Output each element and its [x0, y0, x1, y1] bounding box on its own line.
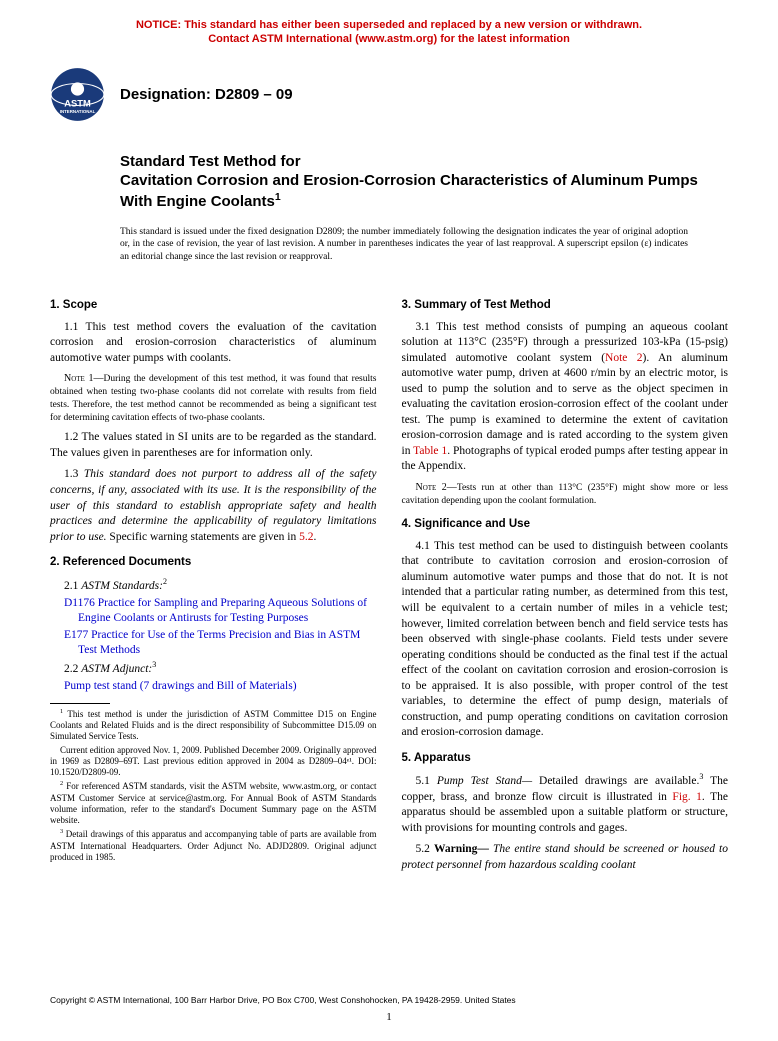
para-3-1: 3.1 This test method consists of pumping… [402, 320, 729, 475]
p31e: . Photographs of typical eroded pumps af… [402, 445, 728, 473]
note-1-label: Note 1— [64, 373, 103, 384]
ref-pump-stand[interactable]: Pump test stand (7 drawings and Bill of … [64, 679, 377, 695]
fn3t: Detail drawings of this apparatus and ac… [50, 829, 377, 862]
footnote-1: 1 This test method is under the jurisdic… [50, 708, 377, 743]
ref1a: D1176 [64, 597, 95, 609]
xref-fig1[interactable]: Fig. 1 [672, 791, 702, 803]
title-main-text: Cavitation Corrosion and Erosion-Corrosi… [120, 172, 698, 210]
para-5-1: 5.1 Pump Test Stand— Detailed drawings a… [402, 772, 729, 836]
xref-note2[interactable]: Note 2 [605, 352, 642, 364]
note-2: Note 2—Tests run at other than 113°C (23… [402, 481, 729, 508]
copyright: Copyright © ASTM International, 100 Barr… [50, 995, 728, 1005]
svg-text:ASTM: ASTM [64, 98, 91, 108]
para-4-1: 4.1 This test method can be used to dist… [402, 539, 729, 741]
title-main: Cavitation Corrosion and Erosion-Corrosi… [120, 171, 728, 211]
ref1b: Practice for Sampling and Preparing Aque… [78, 597, 367, 625]
header: ASTM INTERNATIONAL Designation: D2809 – … [50, 67, 728, 122]
para-5-2: 5.2 Warning— The entire stand should be … [402, 842, 729, 873]
designation: Designation: D2809 – 09 [120, 86, 293, 103]
s22i: ASTM Adjunct: [81, 663, 152, 675]
s21sup: 2 [163, 577, 167, 586]
page-number: 1 [50, 1011, 728, 1023]
ref2a: E177 [64, 629, 88, 641]
footer: Copyright © ASTM International, 100 Barr… [50, 995, 728, 1023]
p31c: ). An aluminum automotive water pump, dr… [402, 352, 729, 457]
notice-line1: NOTICE: This standard has either been su… [136, 19, 642, 31]
ref2b: Practice for Use of the Terms Precision … [78, 629, 360, 657]
para-1-3: 1.3 This standard does not purport to ad… [50, 467, 377, 545]
p51b: Pump Test Stand— [437, 775, 539, 787]
p52a: 5.2 [416, 843, 434, 855]
title-block: Standard Test Method for Cavitation Corr… [120, 152, 728, 212]
s21a: 2.1 [64, 579, 81, 591]
title-sup: 1 [275, 191, 281, 203]
sub-2-2: 2.2 ASTM Adjunct:3 [50, 660, 377, 677]
p13a: 1.3 [64, 468, 84, 480]
fn2t: For referenced ASTM standards, visit the… [50, 781, 377, 825]
astm-logo: ASTM INTERNATIONAL [50, 67, 105, 122]
footnote-1b: Current edition approved Nov. 1, 2009. P… [50, 745, 377, 779]
section-1-head: 1. Scope [50, 298, 377, 314]
note-1: Note 1—During the development of this te… [50, 372, 377, 424]
xref-table1[interactable]: Table 1 [413, 445, 447, 457]
footnote-3: 3 Detail drawings of this apparatus and … [50, 828, 377, 863]
p51a: 5.1 [416, 775, 437, 787]
s21i: ASTM Standards: [81, 579, 163, 591]
section-2-head: 2. Referenced Documents [50, 555, 377, 571]
p13c: Specific warning statements are given in [107, 531, 300, 543]
s22a: 2.2 [64, 663, 81, 675]
issuance-note: This standard is issued under the fixed … [120, 226, 688, 263]
sub-2-1: 2.1 ASTM Standards:2 [50, 577, 377, 594]
svg-text:INTERNATIONAL: INTERNATIONAL [60, 109, 96, 114]
section-3-head: 3. Summary of Test Method [402, 298, 729, 314]
footnote-2: 2 For referenced ASTM standards, visit t… [50, 780, 377, 826]
fn1t: This test method is under the jurisdicti… [50, 709, 377, 742]
ref-e177[interactable]: E177 Practice for Use of the Terms Preci… [64, 628, 377, 659]
notice-banner: NOTICE: This standard has either been su… [50, 18, 728, 47]
footnote-rule [50, 703, 110, 704]
p13e: . [314, 531, 317, 543]
right-column: 3. Summary of Test Method 3.1 This test … [402, 288, 729, 879]
title-lead: Standard Test Method for [120, 152, 728, 172]
section-5-head: 5. Apparatus [402, 751, 729, 767]
p51c: Detailed drawings are available. [539, 775, 699, 787]
left-column: 1. Scope 1.1 This test method covers the… [50, 288, 377, 879]
para-1-1: 1.1 This test method covers the evaluati… [50, 320, 377, 367]
section-4-head: 4. Significance and Use [402, 517, 729, 533]
s22sup: 3 [152, 660, 156, 669]
note-2-label: Note 2— [416, 482, 457, 493]
ref-d1176[interactable]: D1176 Practice for Sampling and Preparin… [64, 596, 377, 627]
body-columns: 1. Scope 1.1 This test method covers the… [50, 288, 728, 879]
notice-line2: Contact ASTM International (www.astm.org… [208, 33, 570, 45]
para-1-2: 1.2 The values stated in SI units are to… [50, 430, 377, 461]
p52b: Warning— [434, 843, 493, 855]
xref-5-2[interactable]: 5.2 [299, 531, 313, 543]
